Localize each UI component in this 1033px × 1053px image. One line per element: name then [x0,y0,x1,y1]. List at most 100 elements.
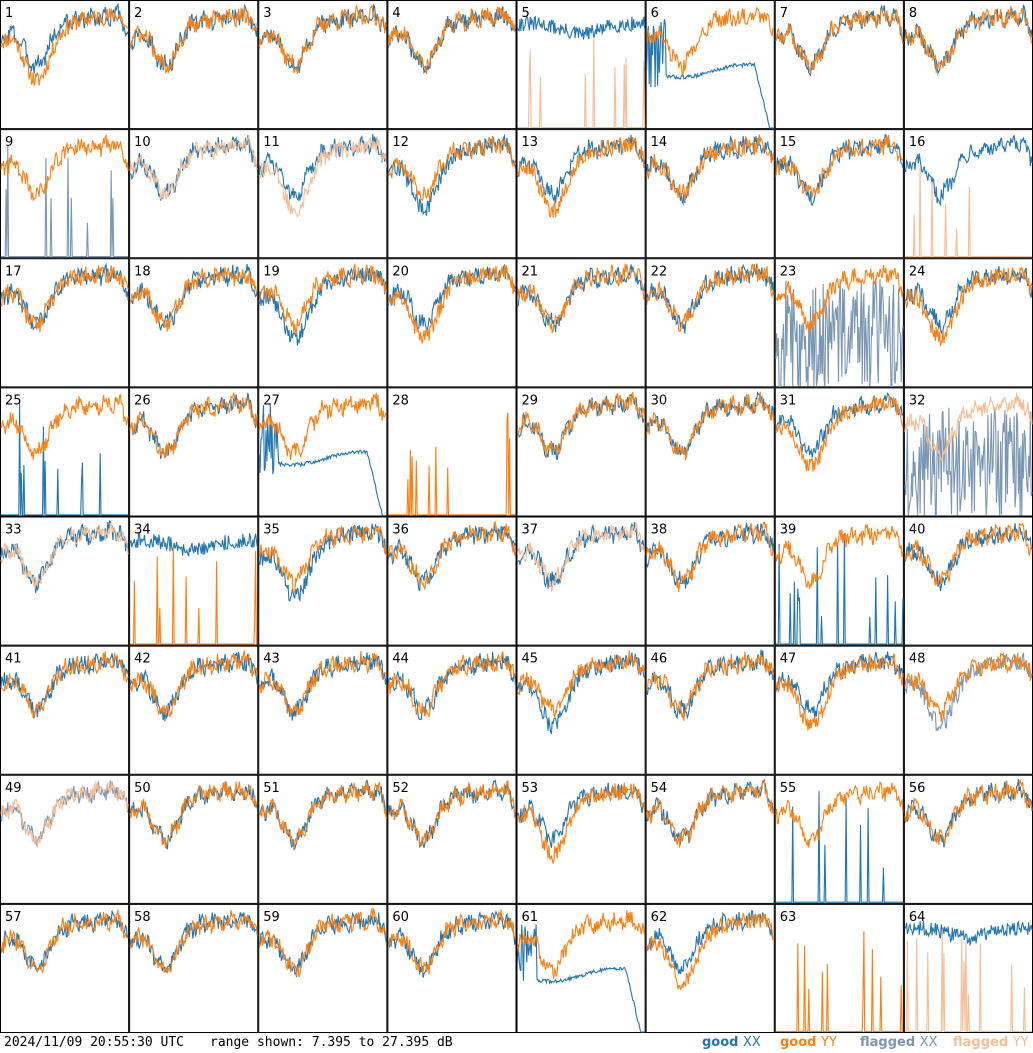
series-yy-line [516,263,646,334]
series-xx-line [904,407,1033,517]
series-yy-line [0,8,129,87]
series-yy-line [0,133,129,202]
panel-label: 42 [134,652,151,667]
panel-label: 2 [134,6,142,21]
series-yy-line [129,781,258,849]
panel-label: 32 [909,393,926,408]
panel-55: 55 [774,774,904,904]
panel-label: 26 [134,393,151,408]
series-xx-line [775,791,903,903]
panel-label: 17 [5,264,22,279]
panel-frame [258,516,388,646]
series-yy-line [129,392,258,459]
panel-label: 64 [909,910,926,925]
panel-frame [774,129,904,259]
legend-good-yy: good YY [780,1033,837,1053]
series-yy-line [516,522,646,592]
series-xx-line [387,6,517,74]
panel-18: 18 [129,258,259,388]
panel-28: 28 [387,387,517,517]
panel-label: 52 [392,781,409,796]
panel-label: 6 [651,6,659,21]
panel-frame [903,0,1033,130]
series-yy-line [387,651,517,718]
panel-17: 17 [0,258,130,388]
panel-label: 51 [263,781,280,796]
series-xx-line [1,145,129,258]
panel-label: 54 [651,781,668,796]
series-yy-line [387,135,517,201]
panel-label: 40 [909,523,926,538]
series-yy-line [775,653,904,731]
panel-label: 59 [263,910,280,925]
panel-label: 41 [5,652,22,667]
panel-51: 51 [258,774,388,904]
panel-frame [774,516,904,646]
panel-label: 1 [5,6,13,21]
legend-good-xx: good XX [702,1033,761,1053]
series-yy-line [904,165,1032,258]
panel-label: 34 [134,523,151,538]
footer-bar: 2024/11/09 20:55:30 UTC range shown: 7.3… [0,1033,1033,1053]
series-yy-line [130,909,258,975]
panel-30: 30 [645,387,775,517]
series-yy-line [646,134,775,202]
series-xx-line [0,520,129,593]
panel-frame [387,387,517,517]
panel-label: 45 [522,652,539,667]
panel-25: 25 [0,387,130,517]
series-xx-line [129,532,258,557]
panel-label: 50 [134,781,151,796]
panel-frame [0,129,130,259]
series-yy-line [904,392,1033,462]
panel-61: 61 [516,903,646,1033]
panel-label: 31 [780,393,797,408]
panel-37: 37 [516,516,646,646]
panel-44: 44 [387,645,517,775]
panel-label: 48 [909,652,926,667]
legend-flagged-yy-prefix: flagged [953,1035,1009,1050]
timestamp: 2024/11/09 20:55:30 UTC [4,1035,185,1050]
panel-frame [129,258,259,388]
panel-38: 38 [645,516,775,646]
panel-label: 15 [780,135,797,150]
panel-label: 27 [263,393,280,408]
series-xx-line [0,653,129,719]
series-yy-line [904,779,1033,846]
panel-frame [258,645,388,775]
legend-flagged-xx-prefix: flagged [860,1035,916,1050]
panel-39: 39 [774,516,904,646]
panel-22: 22 [645,258,775,388]
series-xx-line [775,533,904,645]
series-yy-line [646,6,774,76]
panel-15: 15 [774,129,904,259]
series-xx-line [516,924,645,1033]
panel-49: 49 [0,774,130,904]
panel-label: 53 [522,781,539,796]
series-xx-line [516,782,646,848]
panel-3: 3 [258,0,388,130]
series-yy-line [516,136,646,218]
panel-26: 26 [129,387,259,517]
panel-54: 54 [645,774,775,904]
panel-label: 57 [5,910,22,925]
panel-frame [129,516,259,646]
series-yy-line [516,650,646,718]
series-yy-line [775,395,904,472]
series-xx-line [775,651,904,718]
panel-frame [903,645,1033,775]
panel-label: 62 [651,910,668,925]
panel-12: 12 [387,129,517,259]
series-yy-line [0,394,129,460]
panel-label: 36 [392,523,409,538]
series-yy-line [258,392,387,460]
panel-45: 45 [516,645,646,775]
series-yy-line [516,910,646,979]
panel-64: 64 [903,903,1033,1033]
panel-50: 50 [129,774,259,904]
series-yy-line [387,520,516,591]
series-yy-line [387,779,517,847]
panel-8: 8 [903,0,1033,130]
panel-57: 57 [0,903,130,1033]
series-yy-line [129,6,258,74]
